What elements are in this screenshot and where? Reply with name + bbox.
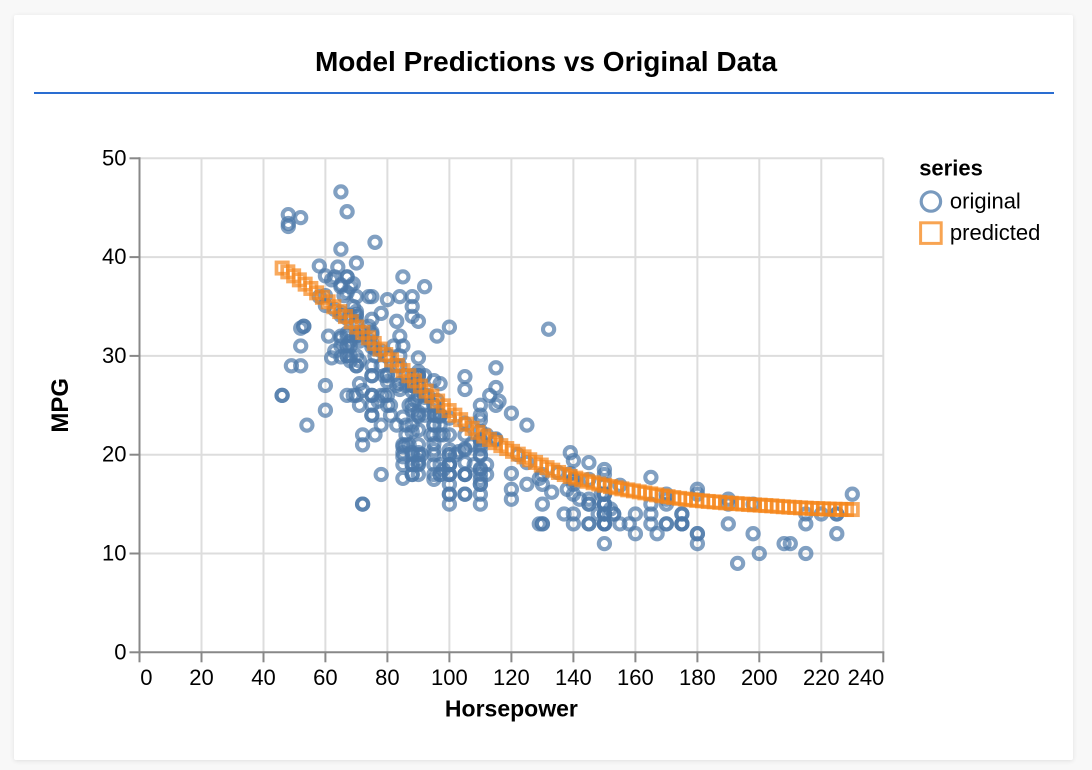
- svg-text:series: series: [919, 156, 983, 181]
- svg-text:200: 200: [741, 665, 778, 690]
- svg-text:10: 10: [102, 541, 126, 566]
- svg-text:40: 40: [251, 665, 275, 690]
- svg-text:220: 220: [803, 665, 840, 690]
- svg-text:80: 80: [375, 665, 399, 690]
- svg-text:0: 0: [140, 665, 152, 690]
- svg-text:30: 30: [102, 343, 126, 368]
- svg-text:60: 60: [313, 665, 337, 690]
- svg-text:20: 20: [102, 442, 126, 467]
- svg-text:original: original: [950, 189, 1021, 214]
- svg-text:50: 50: [102, 145, 126, 170]
- svg-text:predicted: predicted: [950, 220, 1041, 245]
- svg-text:40: 40: [102, 244, 126, 269]
- svg-text:240: 240: [848, 665, 885, 690]
- svg-text:140: 140: [555, 665, 592, 690]
- svg-text:180: 180: [679, 665, 716, 690]
- svg-text:160: 160: [617, 665, 654, 690]
- svg-text:20: 20: [189, 665, 213, 690]
- svg-text:Horsepower: Horsepower: [445, 696, 578, 722]
- svg-text:120: 120: [493, 665, 530, 690]
- svg-text:100: 100: [431, 665, 468, 690]
- svg-text:0: 0: [114, 639, 126, 664]
- svg-text:MPG: MPG: [47, 378, 74, 433]
